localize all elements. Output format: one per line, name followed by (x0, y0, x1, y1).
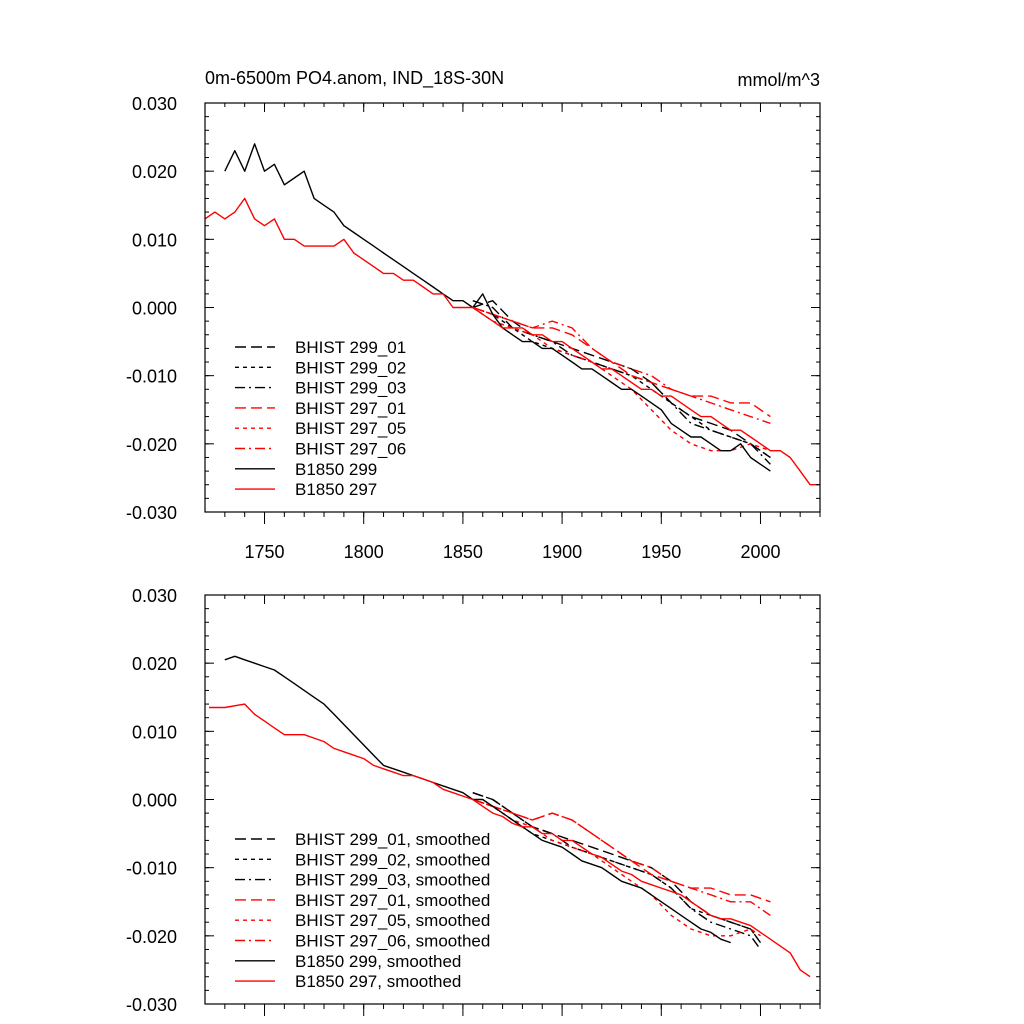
legend-label-1: BHIST 299_01 (295, 338, 406, 357)
legend-label-2: BHIST 299_02, smoothed (295, 850, 490, 869)
chart-panel-bottom: -0.030 -0.020 -0.010 0.000 0.010 0.020 0.030 B… (126, 586, 821, 1016)
y-tick-label: -0.030 (126, 995, 177, 1015)
y-tick-label: -0.020 (126, 435, 177, 455)
y-tick-label: 0.010 (132, 722, 177, 742)
y-tick-label: -0.010 (126, 859, 177, 879)
y-tick-label: 0.030 (132, 94, 177, 114)
series-line-6 (472, 306, 771, 425)
legend-label-5: BHIST 297_05 (295, 419, 406, 438)
legend-label-6: BHIST 297_06 (295, 440, 406, 459)
x-tick-label: 1800 (344, 542, 384, 562)
y-tick-label: 0.030 (132, 586, 177, 606)
legend-label-8: B1850 297, smoothed (295, 972, 461, 991)
legend-label-8: B1850 297 (295, 480, 377, 499)
x-tick-label: 1900 (542, 542, 582, 562)
axis-layer: -0.030 -0.020 -0.010 0.000 0.010 0.020 0.030 (126, 586, 821, 1016)
series-line-7 (224, 655, 731, 944)
y-tick-label: 0.020 (132, 654, 177, 674)
x-tick-label: 2000 (740, 542, 780, 562)
y-tick-label: -0.010 (126, 367, 177, 387)
chart-units: mmol/m^3 (738, 70, 820, 90)
legend-label-4: BHIST 297_01 (295, 399, 406, 418)
chart-panel-top: 0m-6500m PO4.anom, IND_18S-30N mmol/m^3 … (126, 68, 821, 562)
series-line-4 (472, 306, 771, 418)
series-layer (205, 143, 820, 486)
chart-title: 0m-6500m PO4.anom, IND_18S-30N (205, 68, 504, 89)
y-tick-label: -0.030 (126, 503, 177, 523)
y-tick-label: 0.000 (132, 791, 177, 811)
x-tick-label: 1850 (443, 542, 483, 562)
series-line-3 (472, 792, 762, 950)
series-line-7 (224, 143, 771, 472)
x-tick-label: 1750 (244, 542, 284, 562)
x-tick-label: 1950 (641, 542, 681, 562)
legend-label-5: BHIST 297_05, smoothed (295, 911, 490, 930)
legend-label-3: BHIST 299_03 (295, 379, 406, 398)
axis-layer: -0.030 -0.020 -0.010 0.000 0.010 0.020 0.030 17… (126, 94, 821, 562)
series-layer (209, 655, 811, 978)
y-tick-label: -0.020 (126, 927, 177, 947)
series-line-8 (209, 703, 811, 978)
legend-label-4: BHIST 297_01, smoothed (295, 891, 490, 910)
legend-label-3: BHIST 299_03, smoothed (295, 871, 490, 890)
series-line-1 (472, 300, 771, 459)
legend-label-7: B1850 299, smoothed (295, 952, 461, 971)
y-tick-label: 0.000 (132, 299, 177, 319)
series-line-6 (472, 798, 771, 916)
series-line-3 (472, 300, 771, 465)
series-line-8 (205, 197, 820, 486)
legend-label-2: BHIST 299_02 (295, 358, 406, 377)
legend-label-6: BHIST 297_06, smoothed (295, 932, 490, 951)
y-tick-label: 0.020 (132, 162, 177, 182)
series-line-5 (472, 306, 771, 452)
y-tick-label: 0.010 (132, 230, 177, 250)
legend-label-1: BHIST 299_01, smoothed (295, 830, 490, 849)
series-line-5 (472, 798, 761, 937)
legend-label-7: B1850 299 (295, 460, 377, 479)
